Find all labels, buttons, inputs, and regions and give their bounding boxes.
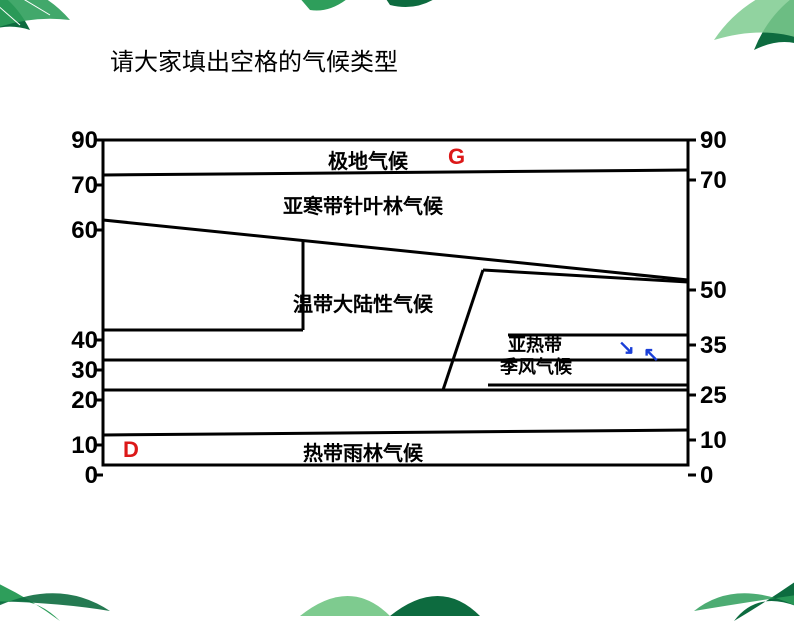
climate-zone-label: 亚寒带针叶林气候 <box>283 190 443 219</box>
leaf-decoration-bottom-right <box>664 501 794 621</box>
left-tick-label: 90 <box>71 127 98 155</box>
right-tick-label: 70 <box>700 167 727 195</box>
climate-zone-label: 季风气候 <box>500 358 572 378</box>
fill-blank-marker: G <box>448 144 465 170</box>
leaf-decoration-bottom-center <box>300 556 480 616</box>
climate-chart: 907060403020100 9070503525100 极地气候亚寒带针叶林… <box>48 130 748 510</box>
right-tick-label: 0 <box>700 462 713 490</box>
arrow-icon: ↘ <box>618 335 635 360</box>
right-tick-label: 90 <box>700 127 727 155</box>
instruction-title: 请大家填出空格的气候类型 <box>110 42 398 77</box>
left-tick-label: 30 <box>71 357 98 385</box>
leaf-decoration-top-center <box>280 0 460 45</box>
left-tick-label: 10 <box>71 432 98 460</box>
left-tick-label: 0 <box>85 462 98 490</box>
left-tick-label: 20 <box>71 387 98 415</box>
left-tick-label: 60 <box>71 217 98 245</box>
climate-zone-label: 热带雨林气候 <box>303 437 423 466</box>
leaf-decoration-bottom-left <box>0 511 130 621</box>
left-tick-label: 40 <box>71 327 98 355</box>
right-tick-label: 25 <box>700 382 727 410</box>
arrow-icon: ↖ <box>643 342 660 367</box>
right-tick-label: 50 <box>700 277 727 305</box>
right-tick-label: 35 <box>700 332 727 360</box>
fill-blank-marker: D <box>123 437 139 463</box>
right-tick-label: 10 <box>700 427 727 455</box>
leaf-decoration-top-right <box>674 0 794 120</box>
climate-zone-label: 温带大陆性气候 <box>293 288 433 317</box>
left-tick-label: 70 <box>71 172 98 200</box>
climate-zone-label: 极地气候 <box>328 145 408 174</box>
leaf-decoration-top-left <box>0 0 110 90</box>
climate-zone-label: 亚热带 <box>508 336 562 356</box>
